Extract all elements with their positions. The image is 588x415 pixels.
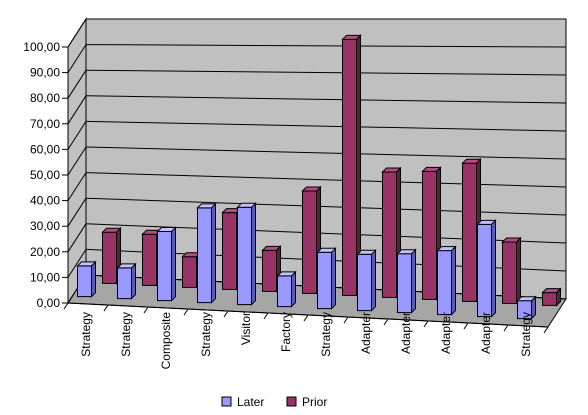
bar-later-7: [356, 249, 377, 312]
bar-later-5: [276, 270, 297, 308]
y-tick-label-0: 0,00: [37, 296, 61, 310]
x-tick-mark-4: [223, 310, 229, 318]
x-tick-mark-0: [63, 302, 69, 310]
x-tick-mark-7: [343, 316, 349, 324]
x-tick-label-8: Adapter: [399, 312, 413, 354]
y-tick-label-3: 30,00: [30, 219, 60, 233]
y-tick-label-9: 90,00: [30, 66, 60, 80]
x-tick-mark-6: [303, 314, 309, 322]
x-tick-mark-5: [263, 312, 269, 320]
bar-later-1: [116, 262, 137, 300]
bar-later-3: [196, 202, 217, 304]
bar-prior-11: [541, 287, 562, 307]
x-tick-mark-12: [543, 326, 549, 334]
x-tick-label-1: Strategy: [119, 312, 133, 357]
bar-later-4: [236, 202, 257, 306]
y-tick-label-2: 20,00: [30, 245, 60, 259]
y-tick-label-6: 60,00: [30, 142, 60, 156]
y-axis-ticks: 0,00 10,00 20,00 30,00 40,00 50,00 60,00 70,00 8…: [23, 40, 69, 310]
gridline-left-8: [67, 69, 87, 99]
gridline-back-7: [85, 95, 567, 104]
y-tick-label-8: 80,00: [30, 91, 60, 105]
legend-swatch-prior: [286, 396, 297, 407]
gridline-left-4: [67, 172, 87, 201]
gridline-back-8: [85, 69, 567, 76]
x-tick-label-4: Visitor: [239, 312, 253, 345]
x-axis-ticks: Strategy Strategy Composite Strategy Visitor…: [63, 302, 549, 370]
gridline-left-7: [67, 95, 87, 125]
x-tick-label-7: Adapter: [359, 312, 373, 354]
legend-label-later: Later: [237, 395, 264, 409]
x-tick-mark-8: [383, 318, 389, 326]
bar-later-10: [476, 219, 497, 318]
y-tick-label-5: 50,00: [30, 168, 60, 182]
x-tick-label-11: Strategy: [519, 312, 533, 357]
gridline-left-10: [67, 18, 87, 48]
x-tick-label-2: Composite: [159, 312, 173, 370]
legend-swatch-later: [221, 396, 232, 407]
y-tick-label-7: 70,00: [30, 117, 60, 131]
gridline-left-1: [67, 249, 87, 278]
x-tick-mark-9: [423, 320, 429, 328]
gridline-back-6: [85, 120, 567, 132]
x-tick-label-6: Strategy: [319, 312, 333, 357]
x-tick-label-10: Adapter: [479, 312, 493, 354]
bar-later-2: [156, 226, 177, 302]
y-tick-label-10: 100,00: [23, 40, 60, 54]
gridline-back-4: [85, 172, 567, 188]
x-tick-label-3: Strategy: [199, 312, 213, 357]
bar-later-0: [76, 260, 97, 298]
gridline-left-2: [67, 223, 87, 253]
x-tick-mark-1: [103, 304, 109, 312]
gridline-left-3: [67, 197, 87, 227]
bars: [76, 34, 562, 320]
gridline-left-6: [67, 121, 87, 150]
bar-prior-10: [501, 236, 522, 305]
bar-later-8: [396, 248, 417, 314]
x-tick-mark-11: [503, 324, 509, 332]
gridline-back-9: [85, 44, 567, 48]
x-tick-mark-2: [143, 306, 149, 314]
x-tick-mark-10: [463, 322, 469, 330]
gridline-left-5: [67, 146, 87, 176]
bar-later-9: [436, 245, 457, 316]
gridline-back-3: [85, 197, 567, 216]
x-tick-label-9: Adapter: [439, 312, 453, 354]
x-tick-mark-3: [183, 308, 189, 316]
y-tick-label-4: 40,00: [30, 194, 60, 208]
legend: Later Prior: [221, 395, 327, 409]
legend-label-prior: Prior: [302, 395, 327, 409]
x-tick-label-5: Factory: [279, 312, 293, 352]
gridline-left-9: [67, 44, 87, 73]
y-tick-label-1: 10,00: [30, 270, 60, 284]
bar-later-6: [316, 247, 337, 310]
gridline-back-5: [85, 146, 567, 160]
bar-prior-5: [301, 185, 322, 295]
x-tick-label-0: Strategy: [79, 312, 93, 357]
bar-later-11: [516, 295, 537, 320]
